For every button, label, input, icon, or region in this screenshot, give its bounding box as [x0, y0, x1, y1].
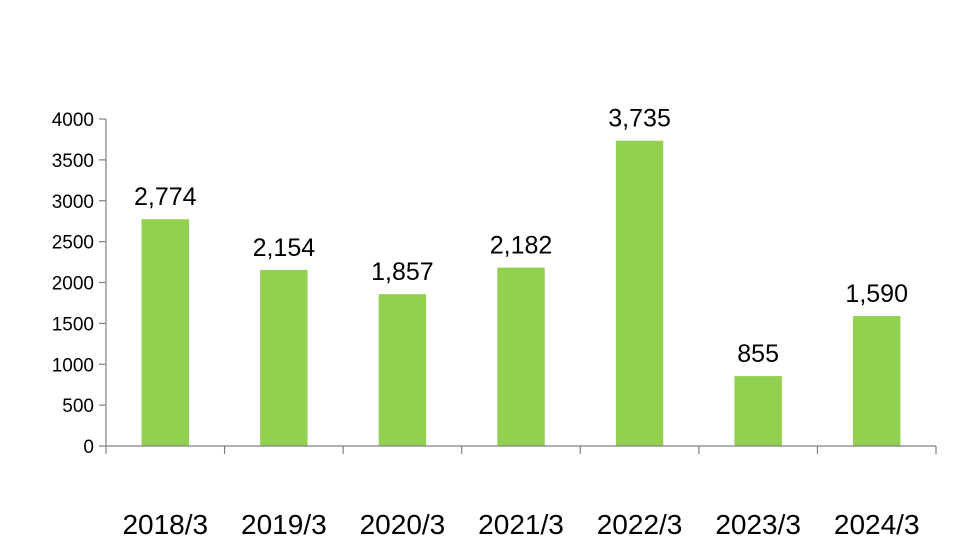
bar-2022-3 — [615, 140, 664, 446]
y-tick-label: 2500 — [52, 233, 94, 254]
bar-2024-3 — [853, 316, 901, 446]
data-label: 2,154 — [253, 234, 316, 262]
bar-2020-3 — [378, 294, 427, 446]
x-tick-label: 2023/3 — [715, 509, 801, 540]
x-tick-label: 2022/3 — [597, 509, 683, 540]
y-tick-label: 2000 — [52, 274, 94, 295]
x-tick-label: 2020/3 — [360, 509, 446, 540]
x-tick-label: 2021/3 — [478, 509, 564, 540]
y-axis-ticks-group: 0 500 1000 1500 2000 2500 3000 3500 4000 — [52, 110, 106, 458]
bar-2021-3 — [497, 267, 545, 446]
data-label: 2,182 — [490, 232, 553, 260]
data-label: 1,857 — [371, 258, 434, 286]
data-label: 855 — [737, 340, 779, 368]
bars-group — [141, 140, 901, 446]
data-label: 1,590 — [845, 280, 908, 308]
bar-2019-3 — [260, 269, 308, 446]
y-tick-label: 500 — [62, 396, 94, 417]
data-labels-group: 2,774 2,154 1,857 2,182 3,735 855 1,590 — [134, 105, 908, 368]
bar-2018-3 — [141, 219, 189, 446]
y-tick-label: 1000 — [52, 355, 94, 376]
bar-2023-3 — [734, 376, 782, 446]
y-tick-label: 1500 — [52, 314, 94, 335]
x-tick-label: 2019/3 — [241, 509, 327, 540]
y-tick-label: 3500 — [52, 151, 94, 172]
y-tick-label: 4000 — [52, 110, 94, 131]
x-tick-label: 2018/3 — [122, 509, 208, 540]
y-tick-label: 0 — [83, 437, 94, 458]
x-tick-label: 2024/3 — [834, 509, 920, 540]
data-label: 3,735 — [608, 105, 671, 133]
data-label: 2,774 — [134, 183, 197, 211]
y-tick-label: 3000 — [52, 192, 94, 213]
x-axis-labels-group: 2018/3 2019/3 2020/3 2021/3 2022/3 2023/3 2024… — [122, 509, 919, 540]
